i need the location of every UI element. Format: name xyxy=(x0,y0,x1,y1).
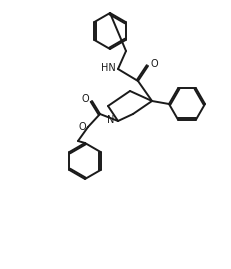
Text: O: O xyxy=(81,94,89,104)
Text: O: O xyxy=(150,59,158,69)
Text: N: N xyxy=(106,115,113,125)
Text: HN: HN xyxy=(101,63,116,73)
Text: O: O xyxy=(78,122,86,132)
